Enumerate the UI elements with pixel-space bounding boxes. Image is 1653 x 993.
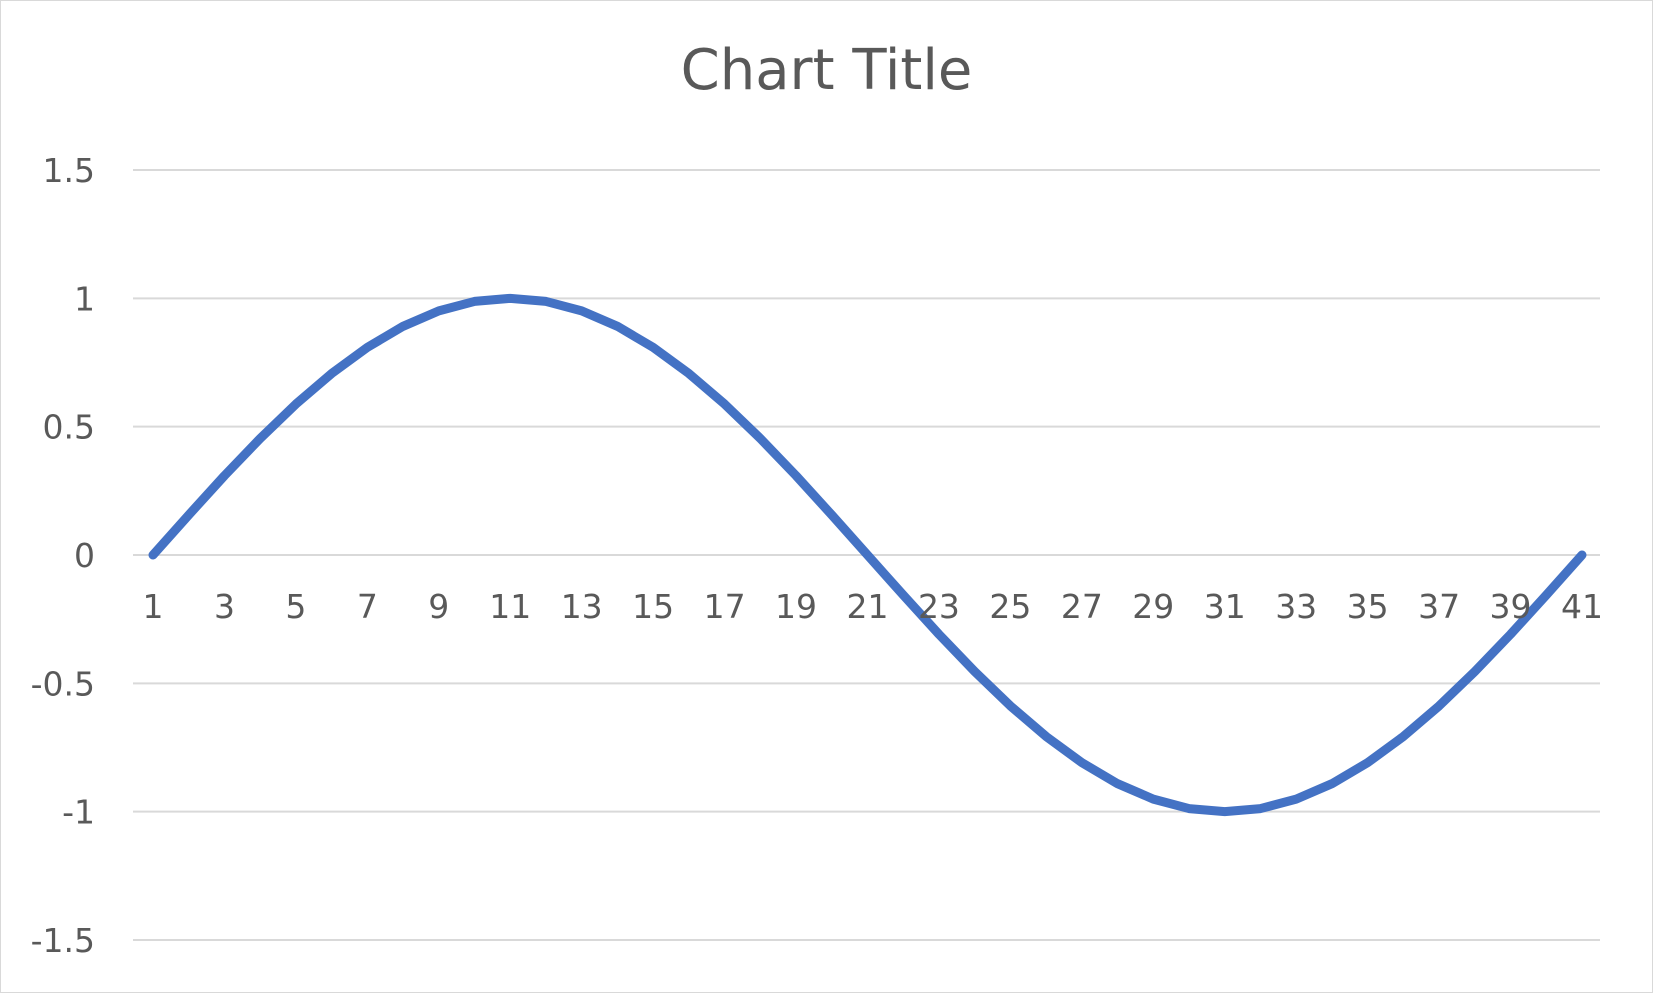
x-tick-label: 7 (357, 587, 378, 626)
x-tick-label: 11 (489, 587, 531, 626)
data-point (652, 346, 654, 348)
data-point (223, 475, 225, 477)
data-point (1545, 594, 1547, 596)
x-tick-label: 21 (847, 587, 889, 626)
data-point (1224, 811, 1226, 813)
x-tick-label: 5 (285, 587, 306, 626)
data-point (1295, 798, 1297, 800)
y-tick-label: -1.5 (31, 921, 95, 960)
x-tick-label: 33 (1275, 587, 1317, 626)
data-point (259, 437, 261, 439)
data-point (1438, 705, 1440, 707)
data-point (438, 310, 440, 312)
x-tick-label: 41 (1561, 587, 1603, 626)
data-point (724, 403, 726, 405)
data-point (474, 300, 476, 302)
data-point (1331, 783, 1333, 785)
data-point (331, 373, 333, 375)
data-point (1474, 671, 1476, 673)
data-point (759, 437, 761, 439)
data-point (366, 346, 368, 348)
x-tick-label: 23 (918, 587, 960, 626)
data-point (1188, 808, 1190, 810)
gridlines (133, 169, 1600, 941)
data-point (867, 554, 868, 556)
data-point (1152, 798, 1154, 800)
data-point (1009, 705, 1011, 707)
data-point (1081, 762, 1083, 764)
data-point (1367, 762, 1369, 764)
data-point (1117, 783, 1119, 785)
y-tick-label: 1.5 (43, 151, 95, 190)
x-tick-label: 1 (143, 587, 164, 626)
data-point (545, 300, 547, 302)
chart-title: Chart Title (680, 38, 973, 103)
y-tick-label: 0 (74, 536, 95, 575)
x-tick-label: 9 (428, 587, 449, 626)
data-point (974, 671, 976, 673)
data-point (616, 325, 618, 327)
data-point (1581, 554, 1583, 556)
data-point (1510, 633, 1512, 635)
x-tick-label: 25 (989, 587, 1031, 626)
x-tick-label: 15 (632, 587, 674, 626)
x-tick-label: 19 (775, 587, 817, 626)
data-point (938, 633, 940, 635)
y-tick-label: 1 (74, 279, 95, 318)
y-tick-label: -1 (62, 793, 95, 832)
data-point (902, 594, 904, 596)
y-tick-label: 0.5 (43, 408, 95, 447)
data-point (152, 554, 154, 556)
data-point (188, 514, 190, 516)
data-point (1259, 808, 1261, 810)
x-tick-label: 29 (1132, 587, 1174, 626)
x-tick-label: 3 (214, 587, 235, 626)
x-tick-label: 13 (561, 587, 603, 626)
data-point (509, 297, 511, 299)
data-point (402, 325, 404, 327)
data-point (688, 373, 690, 375)
x-tick-label: 27 (1061, 587, 1103, 626)
x-tick-label: 35 (1347, 587, 1389, 626)
data-point (1402, 735, 1404, 737)
data-point (831, 514, 833, 516)
y-tick-label: -0.5 (31, 664, 95, 703)
x-tick-label: 37 (1418, 587, 1460, 626)
x-tick-label: 17 (704, 587, 746, 626)
data-point (295, 403, 297, 405)
data-point (1045, 735, 1047, 737)
x-tick-label: 39 (1490, 587, 1532, 626)
x-axis-tick-labels: 1 3 5 7 9 11 13 15 17 19 21 23 25 27 29 31 33 35 37 39 41 (143, 587, 1604, 626)
y-axis-tick-labels: 1.5 1 0.5 0 -0.5 -1 -1.5 (31, 151, 95, 960)
x-tick-label: 31 (1204, 587, 1246, 626)
data-point (795, 475, 797, 477)
data-point (581, 310, 583, 312)
series-lines (148, 293, 1587, 817)
